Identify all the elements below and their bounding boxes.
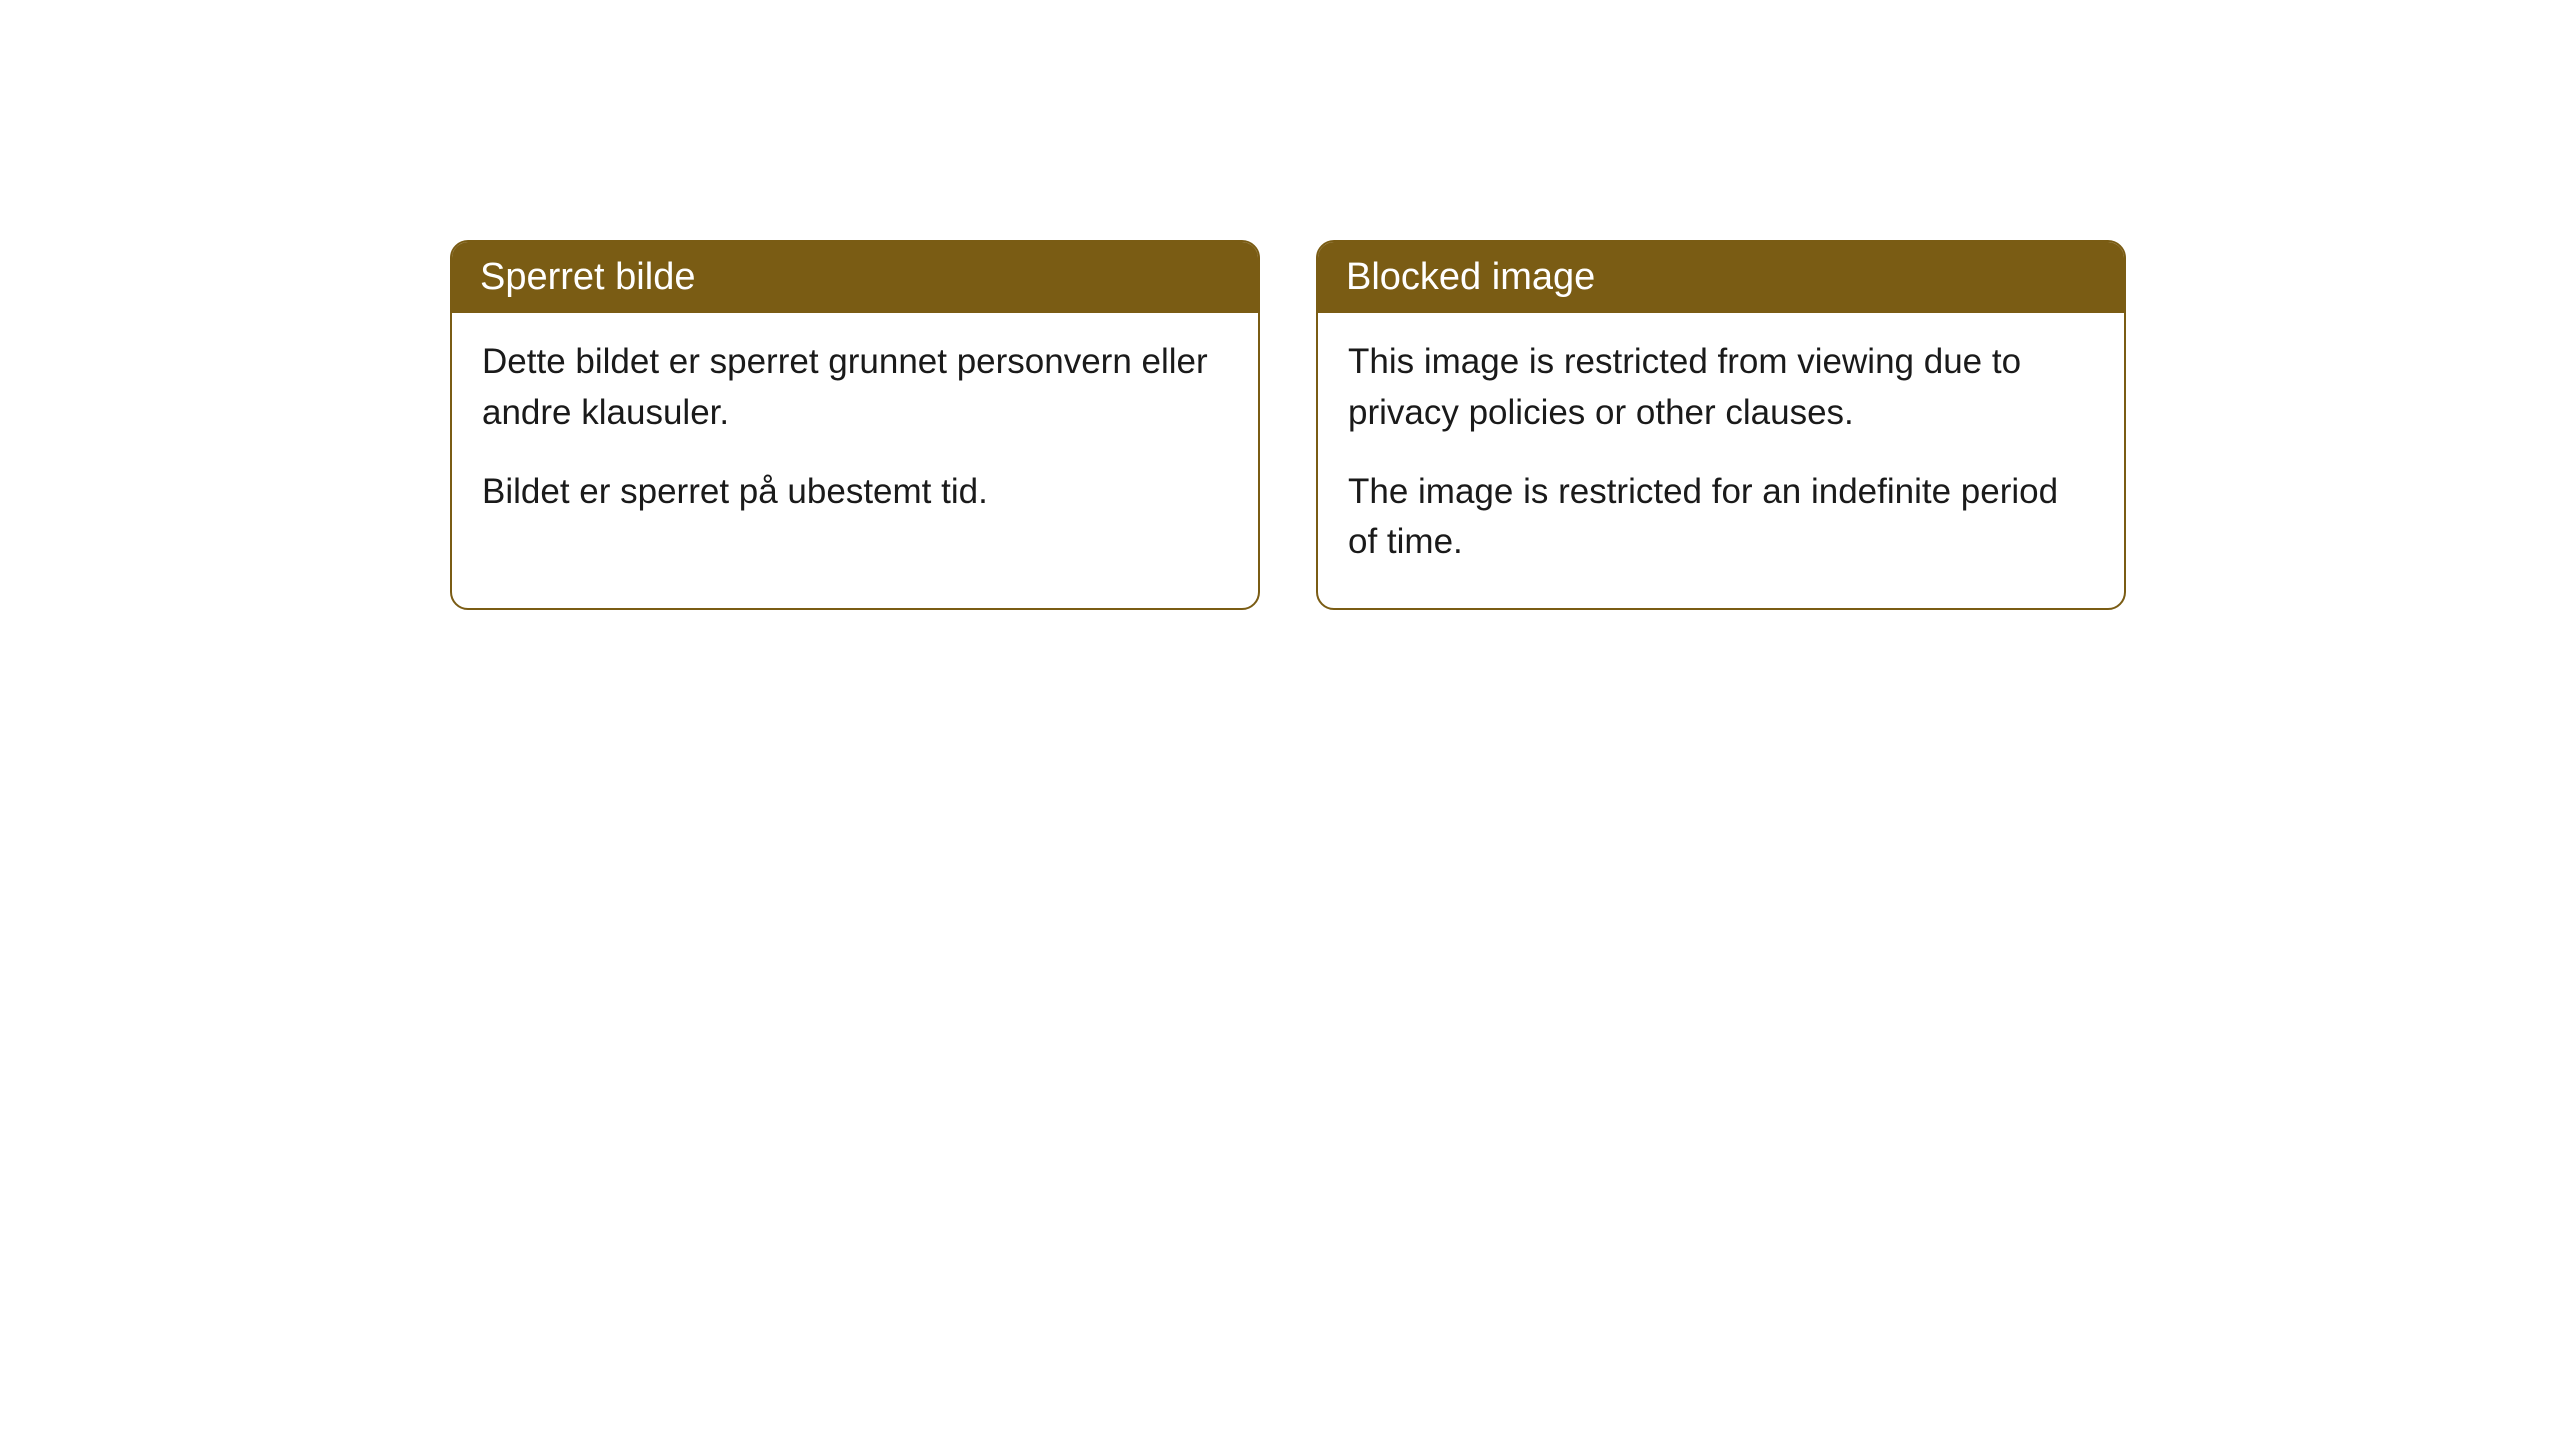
card-paragraph: Bildet er sperret på ubestemt tid.: [482, 467, 1228, 518]
card-body-english: This image is restricted from viewing du…: [1318, 313, 2124, 608]
notice-card-norwegian: Sperret bilde Dette bildet er sperret gr…: [450, 240, 1260, 610]
card-header-norwegian: Sperret bilde: [452, 242, 1258, 313]
card-paragraph: Dette bildet er sperret grunnet personve…: [482, 337, 1228, 439]
notice-card-english: Blocked image This image is restricted f…: [1316, 240, 2126, 610]
card-header-english: Blocked image: [1318, 242, 2124, 313]
card-title: Blocked image: [1346, 256, 1595, 298]
notice-cards-container: Sperret bilde Dette bildet er sperret gr…: [450, 240, 2126, 610]
card-body-norwegian: Dette bildet er sperret grunnet personve…: [452, 313, 1258, 557]
card-paragraph: The image is restricted for an indefinit…: [1348, 467, 2094, 569]
card-paragraph: This image is restricted from viewing du…: [1348, 337, 2094, 439]
card-title: Sperret bilde: [480, 256, 695, 298]
